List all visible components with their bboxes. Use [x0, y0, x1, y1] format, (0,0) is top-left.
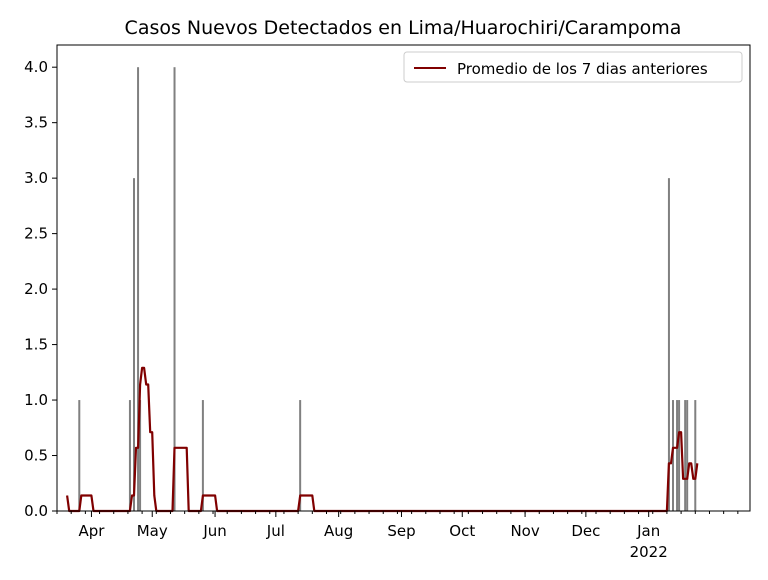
x-tick-label: Jan — [636, 522, 660, 540]
axes: 0.0 0.5 1.0 1.5 2.0 2.5 3.0 3.5 4.0 Apr May Jun Jul A… — [24, 44, 751, 561]
legend: Promedio de los 7 dias anteriores — [403, 51, 743, 83]
y-tick-label: 0.0 — [24, 502, 48, 520]
bar — [676, 400, 679, 511]
x-tick-label: May — [137, 522, 168, 540]
bar — [678, 400, 681, 511]
bar — [201, 400, 204, 511]
bar — [133, 178, 135, 511]
y-tick-label: 0.5 — [24, 447, 48, 465]
x-tick-label: Nov — [510, 522, 539, 540]
bar — [684, 400, 687, 511]
line-series-path — [66, 366, 699, 513]
x-tick-label: Jun — [202, 522, 226, 540]
y-tick-label: 2.0 — [24, 280, 48, 298]
bar — [137, 67, 140, 511]
chart-title: Casos Nuevos Detectados en Lima/Huarochi… — [125, 17, 682, 39]
y-tick-label: 3.5 — [24, 114, 48, 132]
x-tick-label: Apr — [78, 522, 105, 540]
plot-frame — [56, 44, 751, 512]
legend-label: Promedio de los 7 dias anteriores — [457, 60, 708, 78]
bar-series — [78, 67, 697, 511]
x-tick-label: Dec — [571, 522, 600, 540]
y-tick-label: 1.0 — [24, 391, 48, 409]
bar — [686, 400, 689, 511]
bar — [667, 178, 670, 511]
bar — [139, 400, 142, 511]
y-tick-label: 2.5 — [24, 225, 48, 243]
x-tick-label: Jul — [266, 522, 285, 540]
legend-box — [403, 51, 743, 83]
x-tick-label: Oct — [449, 522, 475, 540]
x-tick-label: Sep — [387, 522, 415, 540]
bar — [173, 67, 176, 511]
y-tick-label: 1.5 — [24, 336, 48, 354]
x-tick-year-label: 2022 — [630, 543, 668, 561]
y-tick-label: 3.0 — [24, 169, 48, 187]
x-tick-label: Aug — [324, 522, 353, 540]
y-tick-label: 4.0 — [24, 58, 48, 76]
bar — [694, 400, 697, 511]
line-series — [66, 366, 699, 513]
bar — [299, 400, 302, 511]
bar — [78, 400, 81, 511]
bar — [128, 400, 131, 511]
